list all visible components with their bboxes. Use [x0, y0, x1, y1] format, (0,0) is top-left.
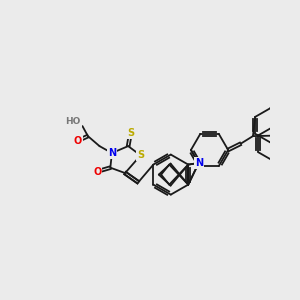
Text: N: N	[195, 158, 203, 168]
Text: O: O	[74, 136, 82, 146]
Text: N: N	[195, 158, 203, 168]
Text: S: S	[137, 150, 144, 160]
Text: S: S	[127, 128, 134, 138]
Text: HO: HO	[65, 117, 81, 126]
Text: O: O	[93, 167, 101, 176]
Text: N: N	[108, 148, 116, 158]
